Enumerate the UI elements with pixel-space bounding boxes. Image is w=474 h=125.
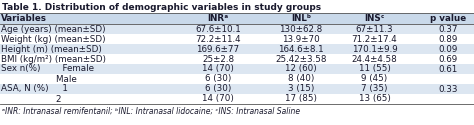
Text: INSᶜ: INSᶜ bbox=[365, 14, 384, 23]
Text: Height (m) (mean±SD): Height (m) (mean±SD) bbox=[1, 44, 102, 54]
Text: 170.1±9.9: 170.1±9.9 bbox=[352, 44, 397, 54]
Text: 13 (65): 13 (65) bbox=[358, 94, 391, 104]
Text: 3 (15): 3 (15) bbox=[288, 84, 314, 94]
Bar bbox=[0, 94, 474, 104]
Text: INLᵇ: INLᵇ bbox=[291, 14, 311, 23]
Text: Table 1. Distribution of demographic variables in study groups: Table 1. Distribution of demographic var… bbox=[2, 3, 321, 12]
Text: 169.6±77: 169.6±77 bbox=[197, 44, 239, 54]
Text: 0.61: 0.61 bbox=[438, 64, 457, 74]
Text: Male: Male bbox=[1, 74, 77, 84]
Text: 130±62.8: 130±62.8 bbox=[279, 24, 323, 34]
Text: 71.2±17.4: 71.2±17.4 bbox=[352, 34, 397, 43]
Bar bbox=[0, 34, 474, 44]
Text: 13.9±70: 13.9±70 bbox=[282, 34, 320, 43]
Bar bbox=[0, 54, 474, 64]
Text: BMI (kg/m²) (mean±SD): BMI (kg/m²) (mean±SD) bbox=[1, 54, 107, 64]
Text: 67.6±10.1: 67.6±10.1 bbox=[195, 24, 241, 34]
Bar bbox=[0, 64, 474, 74]
Text: 67±11.3: 67±11.3 bbox=[356, 24, 393, 34]
Text: 25±2.8: 25±2.8 bbox=[202, 54, 234, 64]
Text: Weight (kg) (mean±SD): Weight (kg) (mean±SD) bbox=[1, 34, 106, 43]
Text: 0.89: 0.89 bbox=[438, 34, 457, 43]
Bar bbox=[0, 13, 474, 24]
Text: 11 (55): 11 (55) bbox=[358, 64, 391, 74]
Text: ᵃINR: Intranasal remifentanil; ᵇINL: Intranasal lidocaine; ᶜINS: Intranasal Sali: ᵃINR: Intranasal remifentanil; ᵇINL: Int… bbox=[2, 107, 300, 116]
Text: Age (years) (mean±SD): Age (years) (mean±SD) bbox=[1, 24, 106, 34]
Bar bbox=[0, 44, 474, 54]
Text: 164.6±8.1: 164.6±8.1 bbox=[278, 44, 324, 54]
Text: p value: p value bbox=[430, 14, 466, 23]
Text: 14 (70): 14 (70) bbox=[202, 94, 234, 104]
Text: 12 (60): 12 (60) bbox=[285, 64, 317, 74]
Text: Sex n(%)        Female: Sex n(%) Female bbox=[1, 64, 94, 74]
Text: 0.69: 0.69 bbox=[438, 54, 457, 64]
Bar bbox=[0, 84, 474, 94]
Text: ASA, N (%)     1: ASA, N (%) 1 bbox=[1, 84, 68, 94]
Text: 72.2±11.4: 72.2±11.4 bbox=[195, 34, 241, 43]
Text: 0.09: 0.09 bbox=[438, 44, 457, 54]
Text: 8 (40): 8 (40) bbox=[288, 74, 314, 84]
Bar bbox=[0, 24, 474, 34]
Text: 17 (85): 17 (85) bbox=[285, 94, 317, 104]
Text: 6 (30): 6 (30) bbox=[205, 74, 231, 84]
Text: 6 (30): 6 (30) bbox=[205, 84, 231, 94]
Text: 0.37: 0.37 bbox=[438, 24, 458, 34]
Text: Variables: Variables bbox=[1, 14, 47, 23]
Text: 2: 2 bbox=[1, 94, 62, 104]
Bar bbox=[0, 74, 474, 84]
Text: 9 (45): 9 (45) bbox=[361, 74, 388, 84]
Text: 24.4±4.58: 24.4±4.58 bbox=[352, 54, 397, 64]
Text: INRᵃ: INRᵃ bbox=[208, 14, 228, 23]
Text: 14 (70): 14 (70) bbox=[202, 64, 234, 74]
Text: 0.33: 0.33 bbox=[438, 84, 458, 94]
Text: 7 (35): 7 (35) bbox=[361, 84, 388, 94]
Text: 25.42±3.58: 25.42±3.58 bbox=[275, 54, 327, 64]
